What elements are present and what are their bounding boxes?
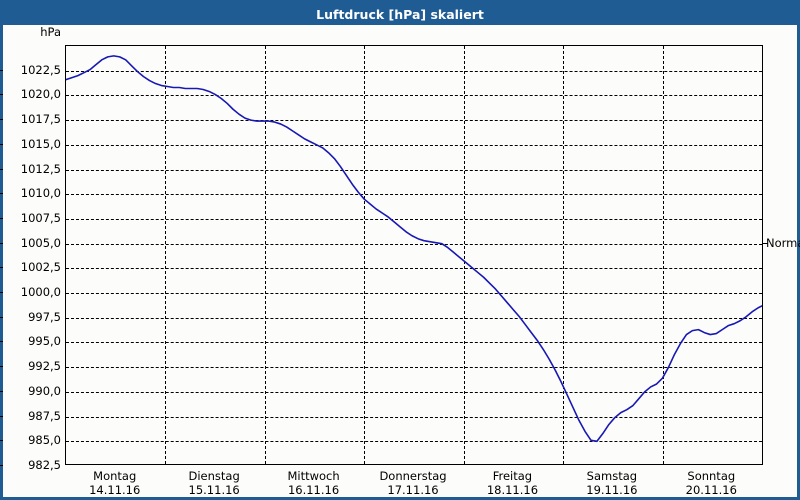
- gridline-vertical: [165, 46, 167, 464]
- y-axis-tick: [0, 119, 3, 121]
- gridline-horizontal: [66, 194, 762, 196]
- x-axis-day-name: Montag: [93, 469, 137, 483]
- y-axis-tick-label: 1002,5: [20, 260, 61, 275]
- y-axis-tick: [0, 267, 3, 269]
- y-axis-tick-label: 987,5: [28, 408, 61, 423]
- x-axis-tick-label: Sonntag 20.11.16: [686, 469, 737, 497]
- gridline-horizontal: [66, 367, 762, 369]
- gridline-horizontal: [66, 169, 762, 171]
- gridline-vertical: [264, 46, 266, 464]
- gridline-vertical: [463, 46, 465, 464]
- y-axis-title: hPa: [40, 25, 61, 39]
- y-axis-tick-label: 997,5: [28, 309, 61, 324]
- y-axis-tick: [0, 143, 3, 145]
- page-title: Luftdruck [hPa] skaliert: [316, 6, 484, 22]
- y-axis-tick-label: 1007,5: [20, 210, 61, 225]
- y-axis-tick-label: 1005,0: [20, 235, 61, 250]
- y-axis-tick-label: 1000,0: [20, 285, 61, 300]
- gridline-horizontal: [66, 70, 762, 72]
- y-axis-tick-label: 1020,0: [20, 87, 61, 102]
- y-axis-tick: [0, 341, 3, 343]
- x-axis-date: 20.11.16: [685, 483, 737, 497]
- x-axis-tick-label: Mittwoch 16.11.16: [287, 469, 339, 497]
- gridline-horizontal: [66, 391, 762, 393]
- plot-area: [65, 45, 763, 465]
- y-axis-tick-label: 992,5: [28, 359, 61, 374]
- y-axis-tick: [0, 94, 3, 96]
- pressure-line-series: [66, 55, 762, 443]
- x-axis-date: 17.11.16: [387, 483, 439, 497]
- gridline-vertical: [662, 46, 664, 464]
- y-axis-tick-label: 1012,5: [20, 161, 61, 176]
- y-axis-tick: [0, 168, 3, 170]
- gridline-vertical: [364, 46, 366, 464]
- y-axis-tick: [0, 217, 3, 219]
- y-axis-tick-label: 1017,5: [20, 112, 61, 127]
- x-axis-tick-label: Freitag 18.11.16: [487, 469, 538, 497]
- x-axis-day-name: Mittwoch: [287, 469, 340, 483]
- y-axis-labels: 982,5 985,0 987,5 990,0 992,5 995,0 997,5 1000,…: [0, 45, 61, 472]
- x-axis-day-name: Sonntag: [687, 469, 736, 483]
- y-axis-tick: [0, 366, 3, 368]
- window-title-bar: Luftdruck [hPa] skaliert: [3, 3, 797, 25]
- normal-level-tick: [763, 242, 768, 244]
- gridline-horizontal: [66, 293, 762, 295]
- y-axis-tick: [0, 69, 3, 71]
- x-axis-tick-label: Samstag 19.11.16: [586, 469, 637, 497]
- gridline-horizontal: [66, 317, 762, 319]
- gridline-horizontal: [66, 268, 762, 270]
- y-axis-tick: [0, 193, 3, 195]
- y-axis-tick: [0, 316, 3, 318]
- y-axis-tick: [0, 440, 3, 442]
- x-axis-day-name: Samstag: [586, 469, 638, 483]
- y-axis-tick: [0, 292, 3, 294]
- y-axis-tick: [0, 242, 3, 244]
- normal-level-label: Normal: [766, 235, 800, 250]
- x-axis-date: 18.11.16: [486, 483, 539, 497]
- gridline-horizontal: [66, 243, 762, 245]
- x-axis-labels: Montag 14.11.16 Dienstag 15.11.16 Mittwoch 16…: [3, 469, 797, 499]
- y-axis-tick-label: 985,0: [28, 433, 61, 448]
- y-axis-tick-label: 990,0: [28, 383, 61, 398]
- x-axis-date: 14.11.16: [89, 483, 141, 497]
- x-axis-day-name: Donnerstag: [379, 469, 447, 483]
- pressure-polyline: [66, 55, 762, 443]
- gridline-horizontal: [66, 218, 762, 220]
- gridline-horizontal: [66, 441, 762, 443]
- y-axis-tick-label: 1015,0: [20, 136, 61, 151]
- x-axis-tick-label: Donnerstag 17.11.16: [379, 469, 446, 497]
- gridline-horizontal: [66, 416, 762, 418]
- gridline-horizontal: [66, 120, 762, 122]
- x-axis-day-name: Dienstag: [188, 469, 240, 483]
- y-axis-tick: [0, 415, 3, 417]
- y-axis-tick-label: 1010,0: [20, 186, 61, 201]
- y-axis-tick-label: 982,5: [28, 458, 61, 472]
- y-axis-tick: [0, 465, 3, 466]
- y-axis-tick-label: 1022,5: [20, 62, 61, 77]
- x-axis-date: 15.11.16: [188, 483, 240, 497]
- y-axis-tick-label: 995,0: [28, 334, 61, 349]
- x-axis-date: 19.11.16: [586, 483, 638, 497]
- x-axis-tick-label: Montag 14.11.16: [89, 469, 140, 497]
- y-axis-tick: [0, 390, 3, 392]
- x-axis-date: 16.11.16: [287, 483, 340, 497]
- gridline-vertical: [563, 46, 565, 464]
- gridline-horizontal: [66, 342, 762, 344]
- chart-canvas: hPa 982,5 985,0 987,5 990,0 992,5 995,0 997,5 1…: [0, 25, 800, 499]
- x-axis-day-name: Freitag: [492, 469, 533, 483]
- gridline-horizontal: [66, 144, 762, 146]
- x-axis-tick-label: Dienstag 15.11.16: [189, 469, 240, 497]
- gridline-horizontal: [66, 95, 762, 97]
